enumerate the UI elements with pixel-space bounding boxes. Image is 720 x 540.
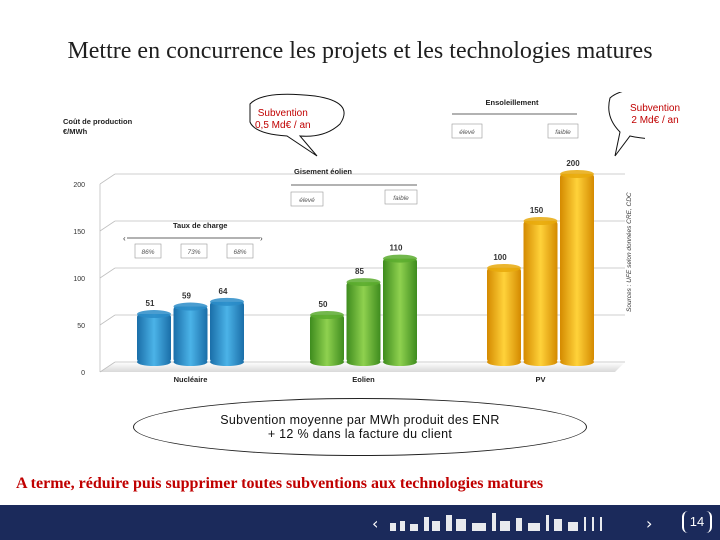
grid-line-diag — [99, 361, 116, 373]
bar-top — [346, 278, 381, 287]
bar — [523, 221, 558, 362]
bar-top — [487, 264, 521, 272]
bar-top — [210, 297, 244, 306]
nav-next-icon: › — [646, 514, 652, 533]
taux-value: 68% — [233, 249, 246, 256]
x-category-label: PV — [535, 375, 545, 384]
bar-top — [560, 170, 594, 178]
bar-base — [173, 358, 208, 366]
footer-bar: ‹ › 14 — [0, 505, 720, 540]
bar-base — [310, 358, 344, 366]
bar — [560, 174, 594, 362]
taux-value: 86% — [141, 249, 154, 256]
chimney-icon — [424, 517, 429, 531]
ensol-box-right — [547, 123, 579, 139]
slide-title: Mettre en concurrence les projets et les… — [67, 38, 653, 64]
data-label: 64 — [219, 287, 228, 296]
bar — [487, 268, 521, 362]
source-note: Sources : UFE selon données CRE, CDC — [626, 192, 633, 312]
taux-value: 73% — [187, 249, 200, 256]
callout-left-bubble — [249, 93, 345, 157]
gisement-box-left — [290, 191, 324, 207]
bar-top — [383, 254, 417, 263]
bar-top — [137, 310, 171, 319]
chart-area: 0 50 100 150 200 51 59 64 Nucléaire 50 85 110 Eolie… — [55, 88, 696, 392]
callout-right-line1: Subvention — [630, 103, 681, 114]
ensol-right: faible — [555, 129, 571, 136]
bar-chart: 0 50 100 150 200 51 59 64 Nucléaire 50 85 110 Eolie… — [63, 88, 696, 384]
taux-de-charge-label: Taux de charge — [173, 221, 227, 230]
taux-box — [134, 243, 162, 259]
conclusion-text: A terme, réduire puis supprimer toutes s… — [16, 475, 544, 492]
bar-base — [487, 358, 521, 366]
y-tick-label: 0 — [81, 370, 85, 377]
nav-prev-icon: ‹ — [372, 514, 378, 533]
y-tick-label: 50 — [77, 323, 85, 330]
page-number: 14 — [682, 511, 712, 533]
grid-line-diag — [99, 220, 116, 232]
data-label: 150 — [530, 206, 544, 215]
taux-box — [226, 243, 254, 259]
arrow-right-icon: › — [260, 234, 263, 243]
arrow-left-icon: ‹ — [123, 234, 126, 243]
data-label: 85 — [355, 267, 364, 276]
subsidy-note: Subvention moyenne par MWh produit des E… — [133, 398, 587, 456]
bar-base — [210, 358, 244, 366]
bars-group: 51 59 64 Nucléaire 50 85 110 Eolien 100 150 200 PV — [137, 159, 594, 384]
taux-box — [180, 243, 208, 259]
y-axis-ticks: 0 50 100 150 200 — [73, 182, 85, 377]
bar-base — [346, 358, 381, 366]
bar-top — [523, 217, 558, 225]
subsidy-note-line2: + 12 % dans la facture du client — [267, 427, 453, 441]
gisement-label: Gisement éolien — [294, 167, 352, 176]
callout-left-line2: 0,5 Md€ / an — [255, 120, 311, 131]
callout-right: Subvention 2 Md€ / an — [630, 103, 680, 127]
callout-right-line2: 2 Md€ / an — [631, 115, 679, 126]
y-axis-label-1: Coût de production — [63, 117, 133, 126]
data-label: 200 — [566, 159, 580, 168]
ensol-left: élevé — [459, 129, 475, 136]
factory-icon — [472, 523, 486, 531]
data-label: 110 — [390, 244, 403, 253]
x-category-label: Eolien — [352, 375, 375, 384]
energy-icons-strip: ‹ › — [372, 513, 652, 533]
x-category-label: Nucléaire — [174, 375, 208, 384]
subsidy-note-line1: Subvention moyenne par MWh produit des E… — [220, 413, 500, 427]
bar — [137, 314, 171, 362]
y-tick-label: 200 — [73, 182, 85, 189]
y-tick-label: 100 — [73, 276, 85, 283]
grid-line-diag — [99, 173, 116, 185]
bar-top — [173, 302, 208, 311]
gisement-right: faible — [393, 195, 409, 202]
pylon-icon — [546, 515, 549, 531]
y-tick-label: 150 — [73, 229, 85, 236]
bar-top — [310, 311, 344, 319]
data-label: 100 — [493, 253, 507, 262]
bar — [173, 306, 208, 362]
data-label: 50 — [319, 300, 328, 309]
grid-line-diag — [99, 267, 116, 279]
ensol-box-left — [451, 123, 483, 139]
gisement-box-right — [384, 189, 418, 205]
data-label: 51 — [146, 299, 155, 308]
bar-base — [523, 358, 558, 366]
bar-base — [137, 358, 171, 366]
y-axis-label-2: €/MWh — [63, 127, 88, 136]
bar — [346, 282, 381, 362]
callout-left-line1: Subvention — [257, 108, 308, 119]
callout-left: Subvention 0,5 Md€ / an — [255, 108, 311, 132]
ensoleillement-label: Ensoleillement — [486, 98, 539, 107]
house-icon — [390, 523, 396, 531]
bar — [383, 258, 417, 362]
bar — [210, 301, 244, 362]
gisement-left: élevé — [299, 197, 315, 204]
grid-line-diag — [99, 314, 116, 326]
bar-base — [383, 358, 417, 366]
wind-turbine-icon — [584, 517, 586, 531]
bar — [310, 315, 344, 362]
cooling-tower-icon — [446, 515, 452, 531]
data-label: 59 — [182, 292, 191, 301]
bar-base — [560, 358, 594, 366]
